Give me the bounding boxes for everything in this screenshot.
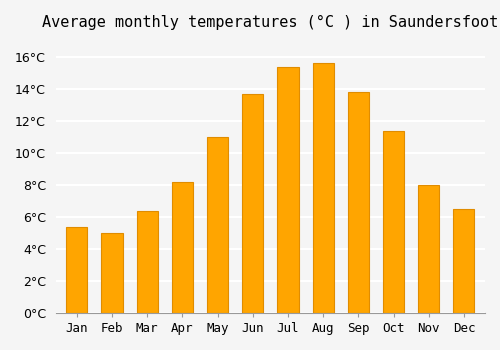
- Bar: [383, 131, 404, 313]
- Bar: [207, 137, 228, 313]
- Bar: [242, 94, 264, 313]
- Bar: [66, 226, 87, 313]
- Bar: [312, 63, 334, 313]
- Title: Average monthly temperatures (°C ) in Saundersfoot: Average monthly temperatures (°C ) in Sa…: [42, 15, 498, 30]
- Bar: [172, 182, 193, 313]
- Bar: [136, 211, 158, 313]
- Bar: [102, 233, 122, 313]
- Bar: [418, 185, 440, 313]
- Bar: [454, 209, 474, 313]
- Bar: [278, 66, 298, 313]
- Bar: [348, 92, 369, 313]
